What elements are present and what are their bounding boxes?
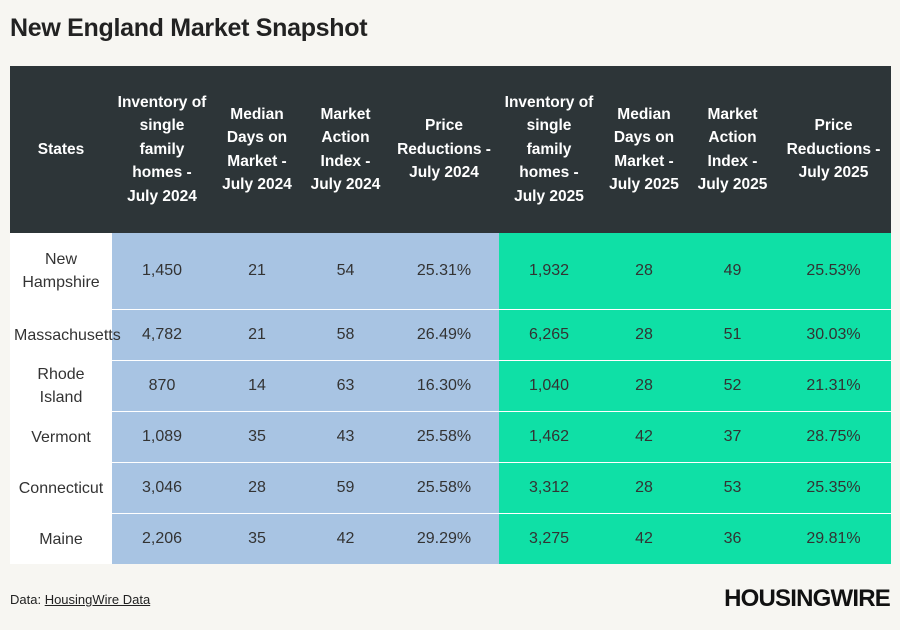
header-row: States Inventory of single family homes … (10, 66, 891, 233)
table-cell: 1,462 (499, 411, 599, 463)
table-row: Rhode Island 870 14 63 16.30% 1,040 28 5… (10, 360, 891, 412)
table-cell: 28 (599, 462, 689, 514)
table-cell: 14 (212, 360, 302, 412)
table-cell: 25.58% (389, 411, 499, 463)
table-cell: 53 (689, 462, 776, 514)
table-cell: 30.03% (776, 309, 891, 361)
column-header: Price Reductions - July 2024 (389, 66, 499, 233)
table-cell: 63 (302, 360, 389, 412)
table-cell: 42 (599, 513, 689, 564)
state-cell: Connecticut (10, 462, 112, 514)
table-cell: 16.30% (389, 360, 499, 412)
column-header: Market Action Index - July 2025 (689, 66, 776, 233)
table-cell: 49 (689, 233, 776, 310)
table-cell: 25.53% (776, 233, 891, 310)
table-cell: 35 (212, 411, 302, 463)
table-cell: 1,932 (499, 233, 599, 310)
table-cell: 26.49% (389, 309, 499, 361)
table-cell: 21 (212, 309, 302, 361)
table-cell: 1,040 (499, 360, 599, 412)
table-cell: 6,265 (499, 309, 599, 361)
table-row: Massachusetts 4,782 21 58 26.49% 6,265 2… (10, 309, 891, 361)
column-header: Market Action Index - July 2024 (302, 66, 389, 233)
table-row: Connecticut 3,046 28 59 25.58% 3,312 28 … (10, 462, 891, 514)
table-cell: 3,046 (112, 462, 212, 514)
table-cell: 21.31% (776, 360, 891, 412)
column-header: Median Days on Market - July 2024 (212, 66, 302, 233)
column-header: States (10, 66, 112, 233)
table-cell: 29.81% (776, 513, 891, 564)
table-cell: 43 (302, 411, 389, 463)
source-link[interactable]: HousingWire Data (44, 592, 151, 607)
market-table: States Inventory of single family homes … (10, 66, 891, 564)
table-cell: 35 (212, 513, 302, 564)
table-cell: 36 (689, 513, 776, 564)
table-cell: 4,782 (112, 309, 212, 361)
data-source: Data: HousingWire Data (10, 592, 150, 607)
column-header: Inventory of single family homes - July … (112, 66, 212, 233)
table-cell: 1,089 (112, 411, 212, 463)
table-cell: 29.29% (389, 513, 499, 564)
table-cell: 21 (212, 233, 302, 310)
column-header: Inventory of single family homes - July … (499, 66, 599, 233)
state-cell: Maine (10, 513, 112, 564)
table-row: New Hampshire 1,450 21 54 25.31% 1,932 2… (10, 233, 891, 310)
state-cell: Vermont (10, 411, 112, 463)
table-cell: 58 (302, 309, 389, 361)
table-cell: 28.75% (776, 411, 891, 463)
table-cell: 870 (112, 360, 212, 412)
table-cell: 25.35% (776, 462, 891, 514)
table-cell: 42 (302, 513, 389, 564)
table-row: Maine 2,206 35 42 29.29% 3,275 42 36 29.… (10, 513, 891, 564)
table-cell: 28 (212, 462, 302, 514)
chart-title: New England Market Snapshot (10, 14, 368, 42)
housingwire-logo: HOUSINGWIRE (724, 585, 891, 612)
table-cell: 59 (302, 462, 389, 514)
table-cell: 52 (689, 360, 776, 412)
table-cell: 2,206 (112, 513, 212, 564)
table-cell: 1,450 (112, 233, 212, 310)
table-cell: 37 (689, 411, 776, 463)
table-cell: 51 (689, 309, 776, 361)
source-prefix: Data: (10, 592, 45, 607)
table-cell: 3,312 (499, 462, 599, 514)
state-cell: Massachusetts (10, 309, 121, 361)
table-cell: 3,275 (499, 513, 599, 564)
table-cell: 28 (599, 309, 689, 361)
column-header: Median Days on Market - July 2025 (599, 66, 689, 233)
table-cell: 25.31% (389, 233, 499, 310)
state-cell: New Hampshire (10, 233, 112, 310)
table-cell: 54 (302, 233, 389, 310)
table-cell: 28 (599, 360, 689, 412)
state-cell: Rhode Island (10, 360, 112, 412)
table-cell: 42 (599, 411, 689, 463)
table-row: Vermont 1,089 35 43 25.58% 1,462 42 37 2… (10, 411, 891, 463)
table-cell: 25.58% (389, 462, 499, 514)
table-cell: 28 (599, 233, 689, 310)
column-header: Price Reductions - July 2025 (776, 66, 891, 233)
